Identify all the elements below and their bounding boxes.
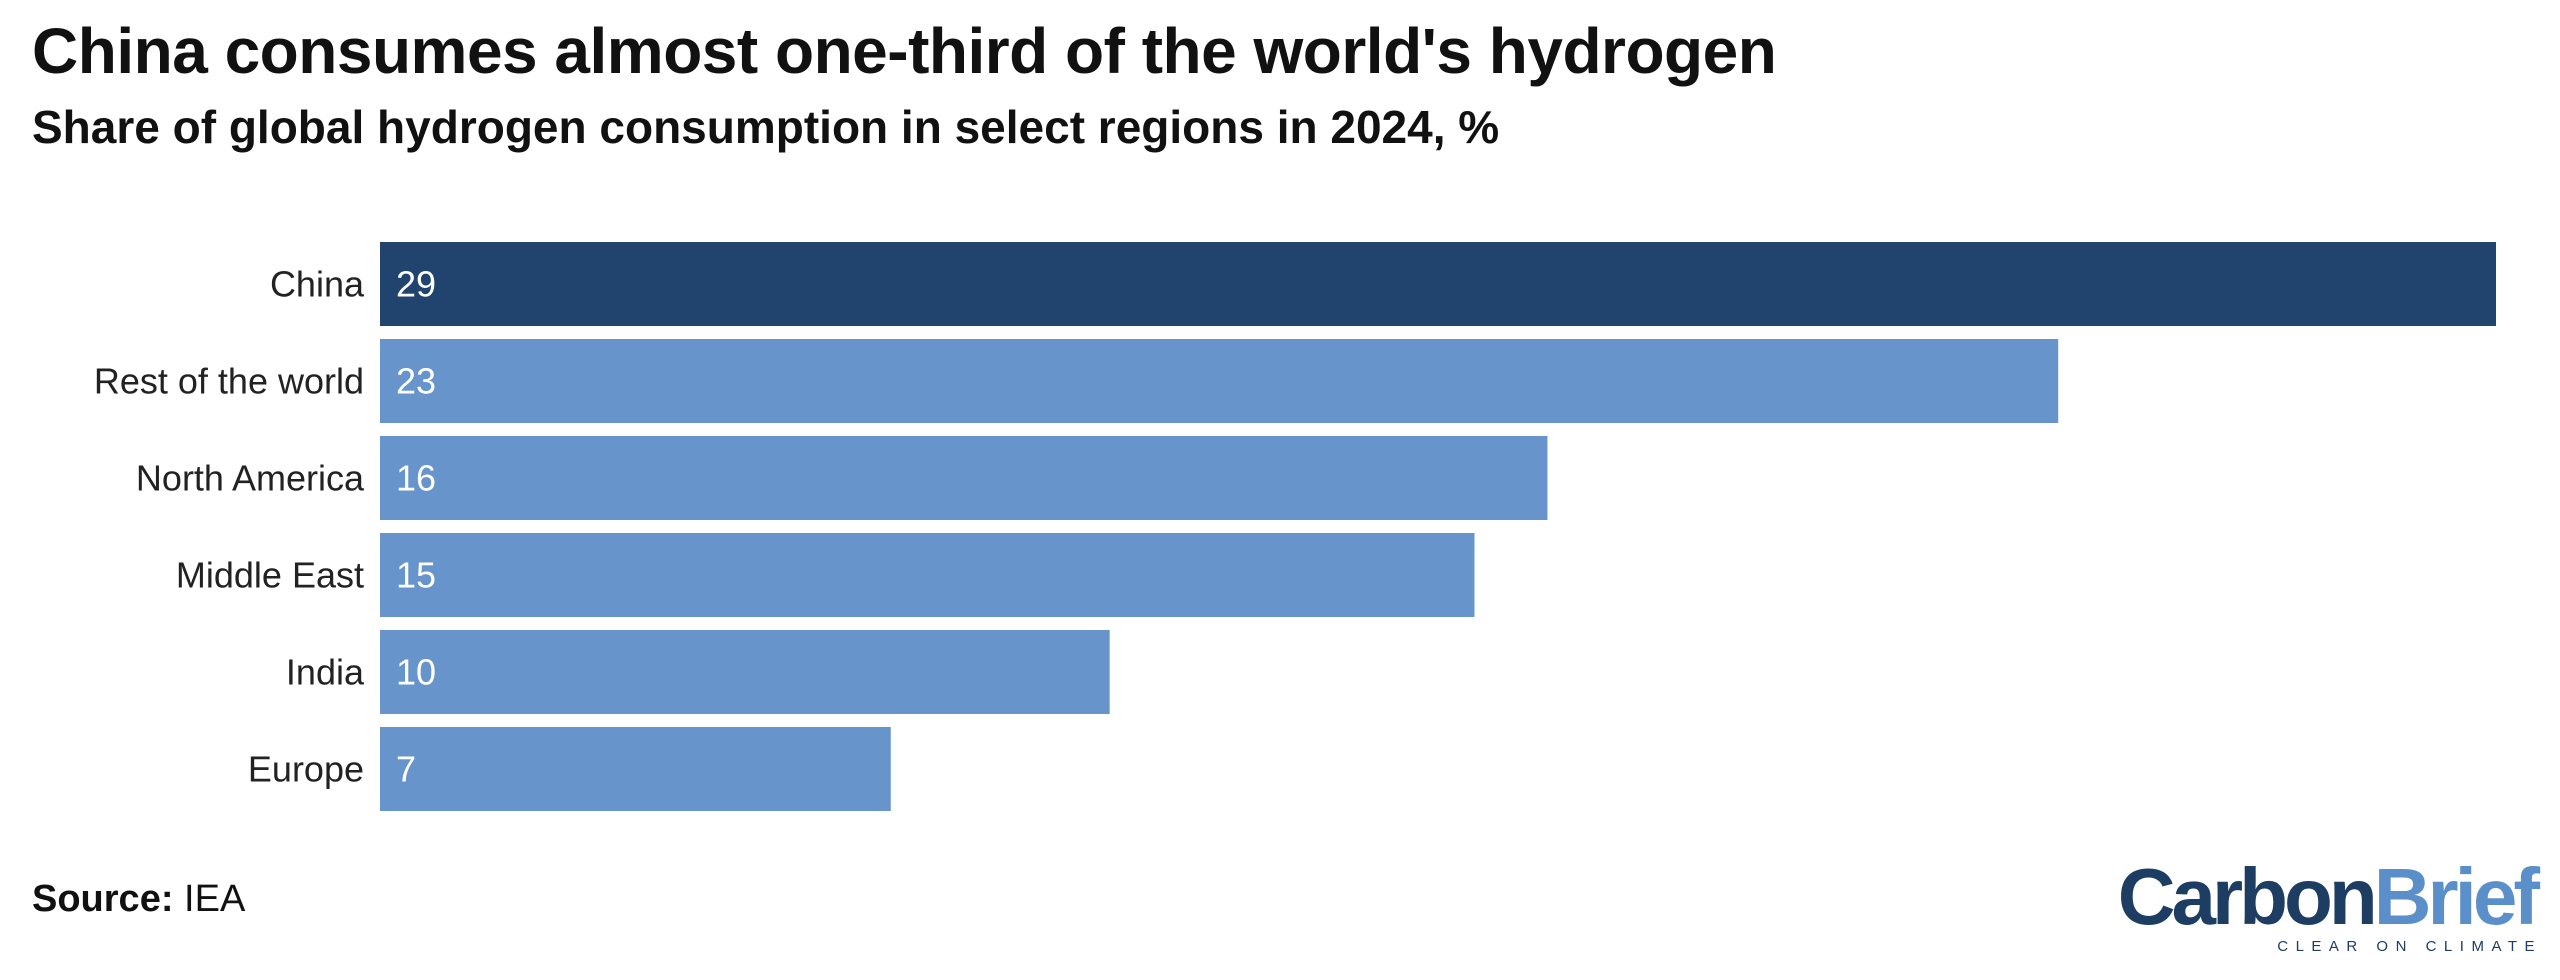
value-label-china: 29: [396, 264, 436, 305]
bar-india: [380, 630, 1110, 714]
bar-chart: China 29 Rest of the world 23 North America 1…: [94, 242, 2496, 811]
category-label-europe: Europe: [248, 749, 364, 790]
category-label-north-america: North America: [136, 458, 365, 499]
bar-rest-of-the-world: [380, 339, 2059, 423]
value-label-europe: 7: [396, 749, 416, 790]
value-label-north-america: 16: [396, 458, 436, 499]
source-label: Source:: [32, 878, 174, 920]
chart-title: China consumes almost one-third of the w…: [32, 15, 1777, 87]
bar-north-america: [380, 436, 1548, 520]
category-label-middle-east: Middle East: [176, 555, 364, 596]
chart-subtitle: Share of global hydrogen consumption in …: [32, 101, 1500, 153]
bar-europe: [380, 727, 891, 811]
source-value: IEA: [184, 878, 246, 920]
bar-middle-east: [380, 533, 1475, 617]
category-label-india: India: [286, 652, 365, 693]
carbonbrief-logo: CarbonBrief CLEAR ON CLIMATE: [2118, 857, 2540, 956]
logo-brief: Brief: [2373, 852, 2540, 941]
category-label-china: China: [270, 264, 365, 305]
value-label-middle-east: 15: [396, 555, 436, 596]
logo-tagline: CLEAR ON CLIMATE: [2277, 938, 2542, 955]
source-note: Source: IEA: [32, 878, 245, 921]
category-label-rest-of-the-world: Rest of the world: [94, 361, 364, 402]
logo-carbon: Carbon: [2117, 852, 2378, 941]
value-label-rest-of-the-world: 23: [396, 361, 436, 402]
value-label-india: 10: [396, 652, 436, 693]
bar-china: [380, 242, 2496, 326]
logo-wordmark: CarbonBrief: [2118, 857, 2540, 937]
